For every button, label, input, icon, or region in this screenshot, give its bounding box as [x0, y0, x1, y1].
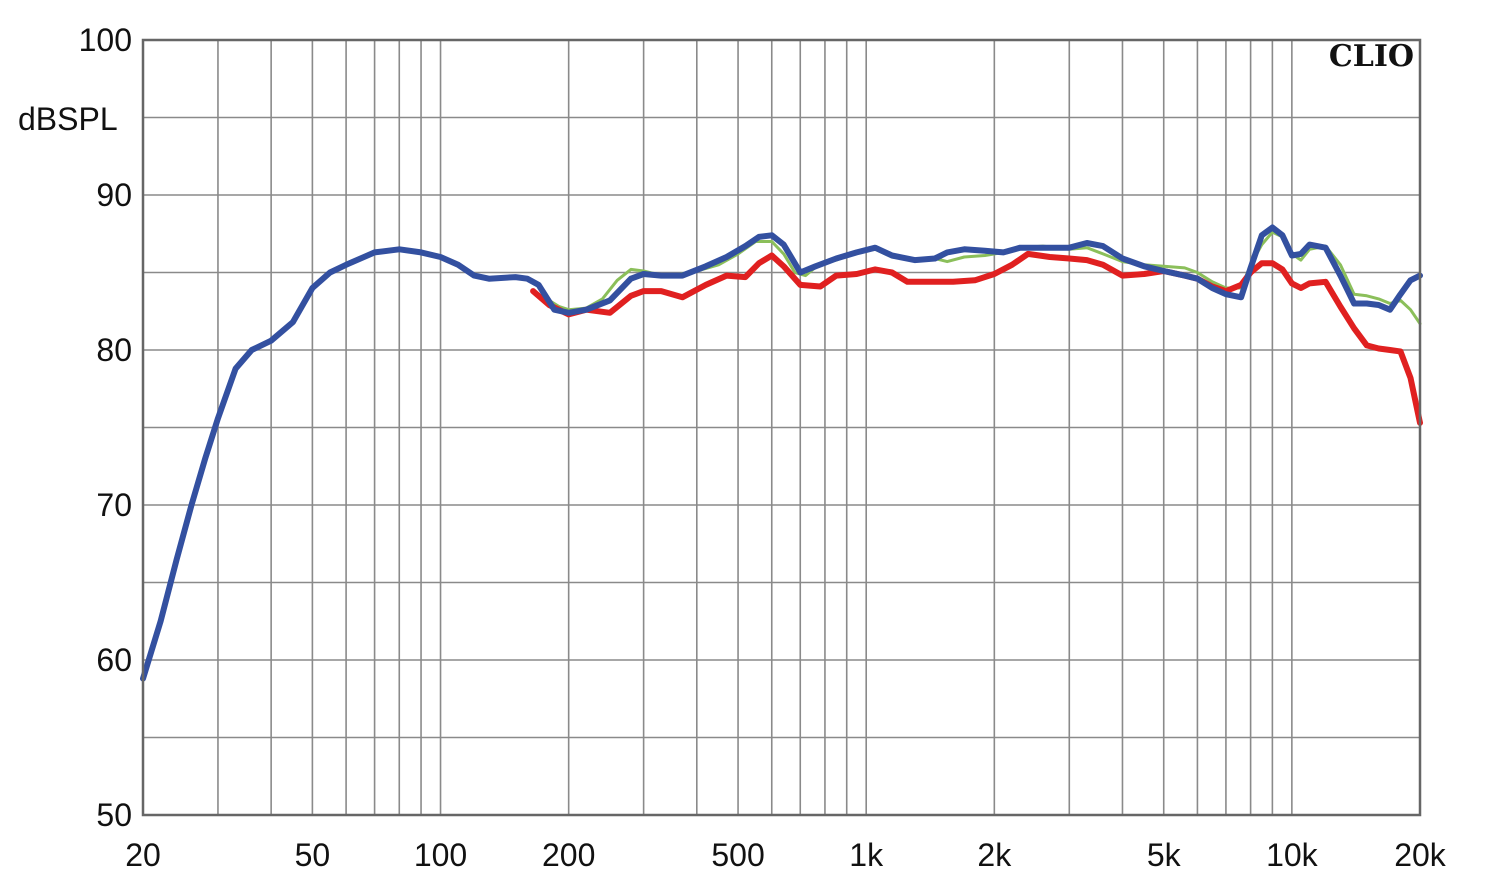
y-tick-label: 100 [79, 22, 132, 58]
x-tick-label: 20k [1394, 837, 1447, 873]
series-line-2 [530, 250, 1423, 426]
plot-frame [141, 38, 1422, 817]
x-tick-label: 100 [414, 837, 467, 873]
x-tick-label: 20 [125, 837, 161, 873]
x-tick-label: 50 [295, 837, 331, 873]
x-tick-label: 1k [849, 837, 884, 873]
series-group [140, 224, 1423, 682]
x-tick-labels: 20 50 100 200 500 1k 2k 5k 10k 20k [125, 837, 1447, 873]
y-tick-label: 80 [96, 332, 132, 368]
x-tick-label: 5k [1147, 837, 1182, 873]
x-tick-label: 2k [977, 837, 1012, 873]
x-tick-label: 500 [711, 837, 764, 873]
y-tick-labels: 100 90 80 70 60 50 [79, 22, 132, 833]
brand-label: CLIO [1329, 39, 1414, 74]
x-tick-label: 10k [1266, 837, 1319, 873]
x-tick-label: 200 [542, 837, 595, 873]
series-line-3 [140, 224, 1423, 682]
y-axis-label: dBSPL [18, 101, 118, 137]
y-tick-label: 60 [96, 642, 132, 678]
y-tick-label: 70 [96, 487, 132, 523]
y-tick-label: 50 [96, 797, 132, 833]
y-tick-label: 90 [96, 177, 132, 213]
